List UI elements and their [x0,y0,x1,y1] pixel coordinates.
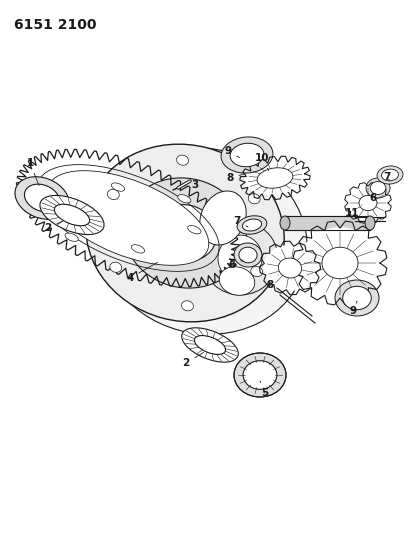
Ellipse shape [24,184,60,212]
Ellipse shape [248,193,260,204]
Ellipse shape [40,196,104,235]
Ellipse shape [110,262,122,272]
Ellipse shape [377,166,403,184]
Ellipse shape [234,353,286,397]
Ellipse shape [370,182,386,195]
Text: 11: 11 [345,205,362,218]
Polygon shape [300,228,380,298]
Ellipse shape [262,171,288,185]
Polygon shape [348,186,388,220]
Ellipse shape [54,204,90,226]
Text: 9: 9 [224,146,239,158]
Text: 7: 7 [383,172,391,182]
Ellipse shape [237,216,267,234]
Ellipse shape [230,143,264,167]
Text: 2: 2 [182,352,204,368]
Ellipse shape [188,225,201,234]
Text: 9: 9 [349,301,357,316]
Ellipse shape [322,247,358,279]
Text: 1: 1 [27,158,39,185]
Ellipse shape [280,216,290,230]
Text: 4: 4 [126,262,157,283]
Ellipse shape [177,155,188,165]
Ellipse shape [219,266,255,295]
Ellipse shape [234,243,262,267]
Ellipse shape [239,247,257,263]
Polygon shape [245,161,305,195]
Ellipse shape [243,361,277,389]
Text: 3: 3 [185,180,199,190]
Ellipse shape [182,328,238,362]
Text: 6: 6 [369,193,377,203]
Ellipse shape [99,148,307,334]
Ellipse shape [343,286,371,310]
Ellipse shape [359,196,377,211]
Ellipse shape [86,144,284,322]
Ellipse shape [242,219,262,231]
Ellipse shape [107,189,119,199]
Ellipse shape [257,168,293,188]
Ellipse shape [111,183,125,191]
Ellipse shape [381,169,399,181]
Ellipse shape [15,177,69,219]
Ellipse shape [55,202,68,211]
Polygon shape [24,157,232,279]
Ellipse shape [47,171,209,265]
Ellipse shape [278,258,302,278]
Ellipse shape [124,178,246,288]
Text: 8: 8 [226,173,245,183]
Ellipse shape [65,233,78,241]
Ellipse shape [200,191,246,245]
Text: 8: 8 [266,275,278,290]
Ellipse shape [221,137,273,173]
Ellipse shape [195,336,226,354]
Ellipse shape [365,216,375,230]
Polygon shape [264,246,316,290]
Text: 6151 2100: 6151 2100 [14,18,97,32]
Ellipse shape [153,205,217,261]
Ellipse shape [218,235,262,281]
Ellipse shape [182,301,193,311]
Text: 10: 10 [255,153,269,171]
Ellipse shape [335,280,379,316]
Ellipse shape [178,195,191,203]
Text: 6: 6 [228,260,243,270]
Ellipse shape [251,266,263,277]
Text: 2: 2 [44,221,62,233]
Text: 7: 7 [233,216,248,227]
Ellipse shape [131,245,144,253]
Text: 5: 5 [260,381,268,398]
Ellipse shape [202,221,278,295]
Ellipse shape [366,178,390,198]
